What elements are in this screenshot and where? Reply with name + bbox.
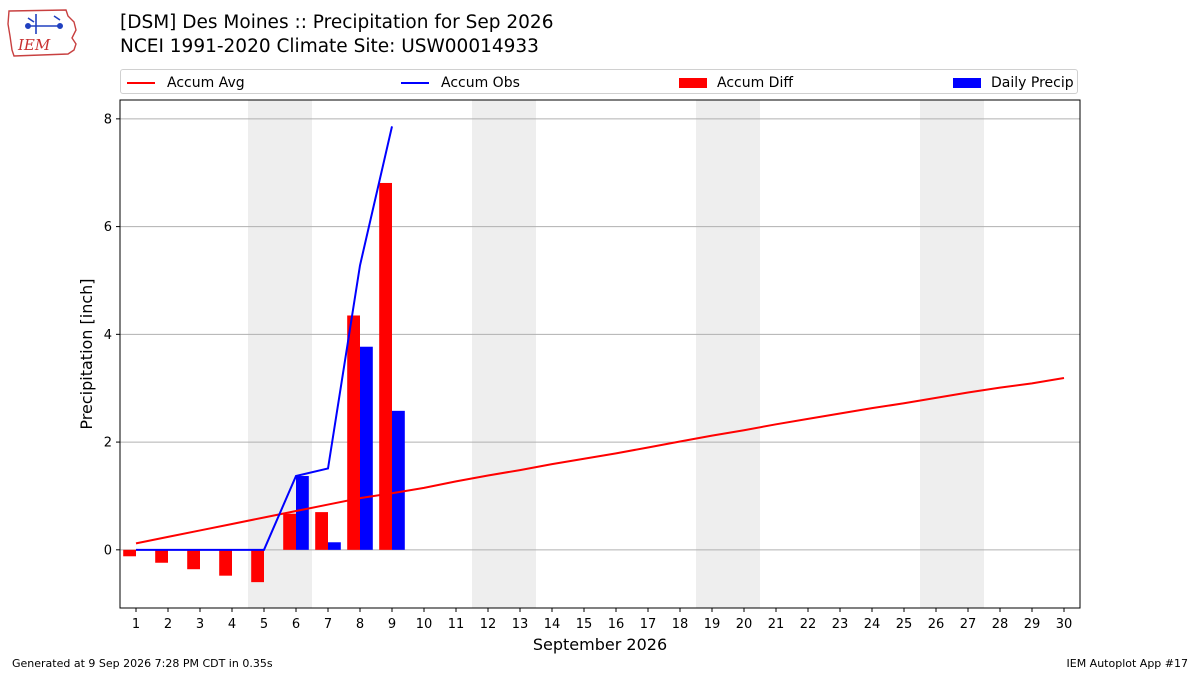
x-tick-label: 16 (608, 617, 625, 632)
accum-diff-bar (315, 512, 328, 550)
y-axis-label: Precipitation [inch] (77, 278, 96, 429)
x-tick-label: 5 (260, 617, 268, 632)
accum-obs-line (136, 126, 393, 551)
weekend-band (472, 100, 536, 608)
x-tick-label: 18 (672, 617, 689, 632)
legend-swatch-accum-avg (127, 81, 155, 84)
weather-station-icon (24, 14, 63, 34)
x-axis-ticks: 1 2 3 4 5 6 7 8 9 10 11 12 13 14 15 16 17 18 19 20 21 22 23 24 2… (132, 608, 1072, 632)
iem-logo: IEM (7, 9, 77, 57)
legend-swatch-accum-diff (679, 77, 707, 88)
x-tick-label: 20 (736, 617, 753, 632)
legend-label-accum-diff: Accum Diff (717, 74, 794, 91)
legend-label-accum-avg: Accum Avg (167, 74, 245, 91)
x-axis-label: September 2026 (533, 635, 667, 654)
x-tick-label: 27 (960, 617, 977, 632)
iowa-state-outline-icon (7, 9, 77, 57)
daily-precip-bar (392, 410, 405, 550)
x-tick-label: 28 (992, 617, 1009, 632)
x-tick-label: 15 (576, 617, 593, 632)
accum-diff-bar (155, 549, 168, 563)
x-tick-label: 22 (800, 617, 817, 632)
series-lines (135, 126, 1065, 551)
x-tick-label: 13 (512, 617, 529, 632)
chart-title: [DSM] Des Moines :: Precipitation for Se… (120, 12, 554, 33)
x-tick-label: 23 (832, 617, 849, 632)
plot-frame (119, 99, 1081, 609)
x-tick-label: 3 (196, 617, 204, 632)
daily-precip-bar (328, 542, 341, 550)
x-tick-label: 6 (292, 617, 300, 632)
y-tick-label: 0 (104, 543, 112, 558)
x-tick-label: 12 (480, 617, 497, 632)
accum-diff-bar (123, 549, 136, 557)
x-tick-label: 19 (704, 617, 721, 632)
app-label: IEM Autoplot App #17 (1066, 657, 1189, 670)
x-tick-label: 29 (1024, 617, 1041, 632)
x-tick-label: 11 (448, 617, 465, 632)
accum-diff-bar (347, 315, 360, 550)
y-tick-label: 2 (104, 436, 112, 451)
x-tick-label: 21 (768, 617, 785, 632)
x-tick-label: 14 (544, 617, 561, 632)
y-gridlines (120, 118, 1080, 551)
x-tick-label: 26 (928, 617, 945, 632)
weekend-band (696, 100, 760, 608)
x-tick-label: 24 (864, 617, 881, 632)
legend-swatch-accum-obs (401, 81, 429, 84)
logo-text: IEM (17, 36, 51, 54)
x-tick-label: 25 (896, 617, 913, 632)
x-tick-label: 7 (324, 617, 332, 632)
y-tick-label: 8 (104, 112, 112, 127)
legend-item-daily-precip: Daily Precip (953, 70, 1074, 95)
x-tick-label: 9 (388, 617, 396, 632)
daily-precip-bar (296, 476, 309, 550)
daily-precip-bar (360, 346, 373, 550)
accum-diff-bar (283, 513, 296, 550)
x-tick-label: 17 (640, 617, 657, 632)
legend-swatch-daily-precip (953, 77, 981, 88)
weekend-shading (248, 100, 984, 608)
weekend-band (920, 100, 984, 608)
y-tick-label: 4 (104, 328, 112, 343)
legend-item-accum-diff: Accum Diff (679, 70, 793, 95)
legend-item-accum-avg: Accum Avg (127, 70, 245, 95)
y-tick-label: 6 (104, 220, 112, 235)
accum-diff-bar (187, 549, 200, 570)
accum-diff-bar (379, 182, 392, 550)
x-tick-label: 30 (1056, 617, 1073, 632)
accum-diff-bar (219, 549, 232, 576)
x-tick-label: 1 (132, 617, 140, 632)
accum-avg-line (135, 376, 1065, 545)
legend-item-accum-obs: Accum Obs (401, 70, 520, 95)
x-tick-label: 8 (356, 617, 364, 632)
generated-timestamp: Generated at 9 Sep 2026 7:28 PM CDT in 0… (12, 657, 273, 670)
x-tick-label: 4 (228, 617, 236, 632)
legend-label-daily-precip: Daily Precip (991, 74, 1074, 91)
x-tick-label: 10 (416, 617, 433, 632)
accum-diff-bar (251, 549, 264, 583)
y-axis-ticks: 0 2 4 6 8 (104, 112, 120, 558)
chart-legend: Accum Avg Accum Obs Accum Diff Daily Pre… (120, 69, 1078, 94)
legend-label-accum-obs: Accum Obs (441, 74, 520, 91)
chart-subtitle: NCEI 1991-2020 Climate Site: USW00014933 (120, 36, 539, 57)
bars (123, 182, 405, 583)
x-tick-label: 2 (164, 617, 172, 632)
